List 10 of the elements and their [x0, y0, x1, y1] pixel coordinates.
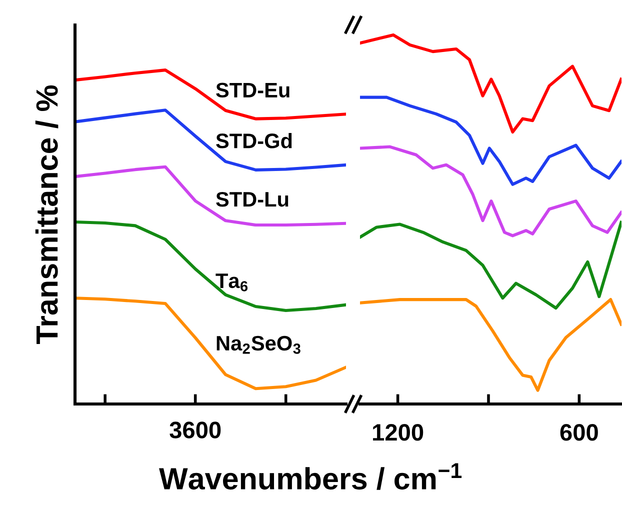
series-label: STD-Eu	[216, 82, 290, 98]
y-axis-title: Transmittance / %	[35, 85, 58, 344]
series-label: STD-Lu	[216, 192, 288, 207]
series-label: Na$_{2}$SeO$_{3}$	[216, 336, 300, 354]
series-label: Ta$_{6}$	[216, 274, 248, 292]
text: 3600	[170, 422, 221, 438]
x-axis-title: Wavenumbers / cm$^{−1}$	[159, 463, 462, 490]
x-tick-label: 600	[560, 424, 598, 441]
x-tick-label: 1200	[373, 424, 424, 441]
series-label: STD-Gd	[216, 132, 292, 148]
